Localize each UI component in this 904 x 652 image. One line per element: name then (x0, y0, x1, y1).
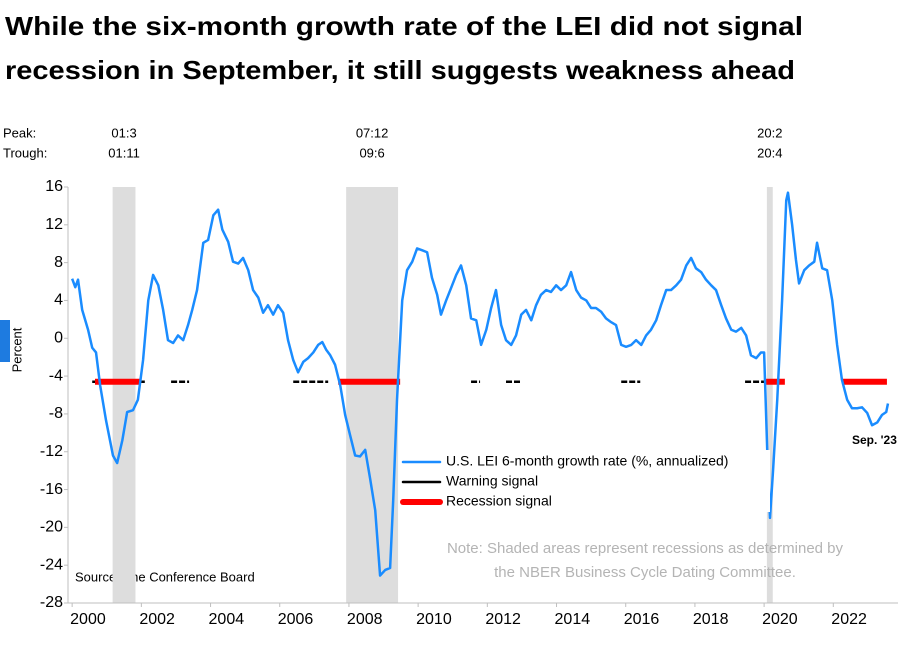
y-tick-label: -4 (49, 367, 63, 384)
y-tick-label: 4 (54, 292, 63, 309)
y-tick-label: -20 (40, 519, 63, 536)
x-tick-label: 2006 (278, 611, 314, 628)
note: Note: Shaded areas represent recessions … (447, 540, 844, 557)
chart-title: recession in September, it still suggest… (5, 55, 795, 85)
recession-band (346, 187, 399, 603)
y-tick-label: 16 (45, 178, 63, 195)
x-tick-label: 2016 (624, 611, 660, 628)
y-tick-label: -28 (40, 594, 63, 611)
x-tick-label: 2010 (416, 611, 452, 628)
recession-band (112, 187, 136, 603)
trough-date: 09:6 (359, 145, 384, 160)
trough-date: 01:11 (108, 145, 140, 160)
y-tick-label: -12 (40, 443, 63, 460)
chart-title: While the six-month growth rate of the L… (5, 11, 803, 41)
x-tick-label: 2018 (693, 611, 729, 628)
y-axis-label: Percent (9, 327, 24, 372)
lei-line (70, 191, 890, 577)
y-tick-label: 8 (54, 254, 63, 271)
y-tick-label: 0 (54, 329, 63, 346)
end-label: Sep. '23 (852, 433, 897, 447)
y-tick-label: -24 (40, 556, 63, 573)
x-tick-label: 2014 (555, 611, 591, 628)
x-tick-label: 2012 (485, 611, 521, 628)
y-tick-label: 12 (45, 216, 63, 233)
x-tick-label: 2004 (209, 611, 245, 628)
legend-lei: U.S. LEI 6-month growth rate (%, annuali… (446, 453, 728, 469)
peak-date: 07:12 (356, 125, 389, 140)
legend-recession: Recession signal (446, 493, 552, 509)
note: the NBER Business Cycle Dating Committee… (494, 564, 796, 581)
peak-date: 20:2 (757, 125, 782, 140)
x-tick-label: 2002 (139, 611, 175, 628)
source: Source: The Conference Board (75, 569, 255, 584)
x-tick-label: 2022 (831, 611, 867, 628)
x-tick-label: 2020 (762, 611, 798, 628)
peak-date: 01:3 (111, 125, 136, 140)
side-tab (0, 320, 10, 362)
x-tick-label: 2008 (347, 611, 383, 628)
y-tick-label: -16 (40, 481, 63, 498)
peak-label: Peak: (3, 125, 36, 140)
y-tick-label: -8 (49, 405, 63, 422)
x-tick-label: 2000 (70, 611, 106, 628)
legend-box (400, 450, 770, 512)
trough-date: 20:4 (757, 145, 782, 160)
legend-warning: Warning signal (446, 473, 538, 489)
trough-label: Trough: (3, 145, 47, 160)
recession-band (766, 187, 773, 603)
